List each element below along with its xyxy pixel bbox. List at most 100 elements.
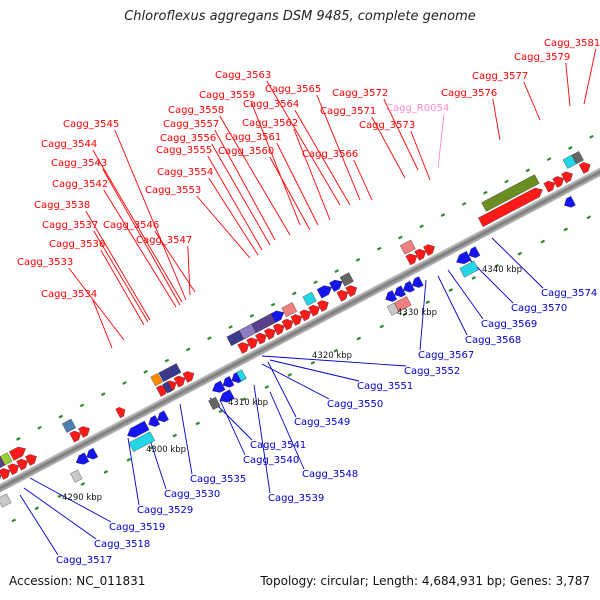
forward-gene xyxy=(316,285,332,299)
forward-gene-label: Cagg_3579 xyxy=(514,52,570,63)
forward-gene xyxy=(299,309,311,322)
reverse-gene-label: Cagg_3518 xyxy=(94,539,150,550)
reverse-gene-label: Cagg_3519 xyxy=(109,522,165,533)
tick-mark xyxy=(586,215,592,220)
reverse-gene xyxy=(459,260,479,278)
label-leader-line xyxy=(154,230,196,293)
genome-track xyxy=(0,93,600,567)
tick-mark xyxy=(207,336,212,341)
label-leader-line xyxy=(85,210,151,321)
reverse-gene xyxy=(385,290,398,302)
tick-mark xyxy=(589,134,594,139)
forward-gene xyxy=(339,272,354,287)
tick-mark xyxy=(264,385,270,389)
forward-gene-label: Cagg_3536 xyxy=(49,239,105,250)
forward-gene xyxy=(281,302,298,318)
reverse-gene xyxy=(394,296,412,312)
tick-mark xyxy=(34,506,40,511)
label-leader-line xyxy=(127,437,140,506)
tick-mark xyxy=(58,414,64,419)
tick-mark xyxy=(546,157,552,162)
tick-mark xyxy=(16,437,21,441)
label-leader-line xyxy=(269,391,305,470)
forward-gene-label: Cagg_3576 xyxy=(441,88,497,99)
label-leader-line xyxy=(219,399,246,456)
forward-gene-labels: Cagg_3581 Cagg_3579 Cagg_3577 Cagg_3576 Cagg… xyxy=(17,38,600,300)
reverse-gene xyxy=(412,276,424,288)
label-leader-line xyxy=(149,439,167,490)
label-leader-line xyxy=(269,359,360,382)
forward-gene-label: Cagg_3546 xyxy=(103,220,159,231)
label-leader-line xyxy=(114,129,187,301)
tick-mark xyxy=(525,168,531,173)
tick-mark xyxy=(164,358,170,363)
reverse-gene-label: Cagg_3551 xyxy=(357,381,413,392)
label-leader-line xyxy=(187,245,191,296)
tick-mark xyxy=(440,213,446,217)
forward-gene xyxy=(115,407,126,419)
reverse-gene-label: Cagg_3541 xyxy=(250,440,306,451)
label-leader-line xyxy=(103,189,177,308)
tick-mark xyxy=(149,445,155,450)
reverse-gene xyxy=(468,246,481,258)
label-leader-line xyxy=(523,81,541,121)
reverse-gene xyxy=(128,431,155,452)
label-leader-line xyxy=(196,195,251,259)
reverse-gene-label: Cagg_3517 xyxy=(56,555,112,566)
reverse-gene-label: Cagg_3569 xyxy=(481,319,537,330)
reverse-gene xyxy=(0,493,12,508)
forward-gene xyxy=(264,328,276,340)
reverse-gene xyxy=(564,196,576,208)
tick-mark xyxy=(103,470,109,474)
reverse-gene xyxy=(456,251,472,264)
forward-gene xyxy=(0,472,2,485)
tick-mark xyxy=(483,190,488,195)
reverse-gene-label: Cagg_3549 xyxy=(294,417,350,428)
tick-mark xyxy=(504,179,509,184)
tick-mark xyxy=(379,324,385,329)
forward-gene-label: Cagg_3573 xyxy=(359,120,415,131)
label-leader-line xyxy=(102,168,181,306)
label-leader-line xyxy=(68,267,125,341)
reverse-gene-label: Cagg_3568 xyxy=(465,335,521,346)
forward-gene-label: Cagg_3572 xyxy=(332,88,388,99)
tick-mark xyxy=(563,227,569,232)
label-leader-line xyxy=(437,113,445,169)
forward-gene-label: Cagg_3537 xyxy=(42,220,98,231)
reverse-gene xyxy=(70,469,83,483)
tick-mark xyxy=(241,397,247,402)
forward-gene xyxy=(578,162,591,174)
forward-gene-label: Cagg_3566 xyxy=(302,149,358,160)
tick-mark xyxy=(461,201,467,206)
tick-mark xyxy=(79,403,85,408)
forward-gene-label: Cagg_3560 xyxy=(218,146,274,157)
reverse-gene-label: Cagg_3567 xyxy=(418,350,474,361)
forward-gene xyxy=(478,187,543,227)
forward-gene-label: Cagg_3545 xyxy=(63,119,119,130)
label-leader-line xyxy=(293,128,331,221)
forward-gene-label: Cagg_3562 xyxy=(242,118,298,129)
tick-dashes xyxy=(11,134,594,523)
tick-mark xyxy=(355,257,361,262)
tick-mark xyxy=(37,425,42,430)
forward-gene-label: Cagg_3563 xyxy=(215,70,271,81)
label-leader-line xyxy=(253,384,271,494)
reverse-gene-label: Cagg_3552 xyxy=(404,366,460,377)
forward-gene-label: Cagg_3565 xyxy=(265,84,321,95)
reverse-gene xyxy=(127,420,150,438)
forward-gene xyxy=(405,253,418,266)
reverse-gene xyxy=(212,380,226,393)
label-leader-line xyxy=(261,363,330,400)
tick-mark xyxy=(334,269,340,273)
label-leader-line xyxy=(383,98,419,171)
forward-gene-label: Cagg_3558 xyxy=(168,105,224,116)
label-leader-line xyxy=(371,116,406,179)
forward-gene xyxy=(552,176,564,188)
forward-gene xyxy=(317,300,329,312)
tick-mark xyxy=(57,494,63,499)
forward-gene-label: Cagg_3533 xyxy=(17,257,73,268)
forward-gene-label: Cagg_3544 xyxy=(41,139,97,150)
forward-gene xyxy=(281,318,294,331)
tick-mark xyxy=(287,373,293,377)
